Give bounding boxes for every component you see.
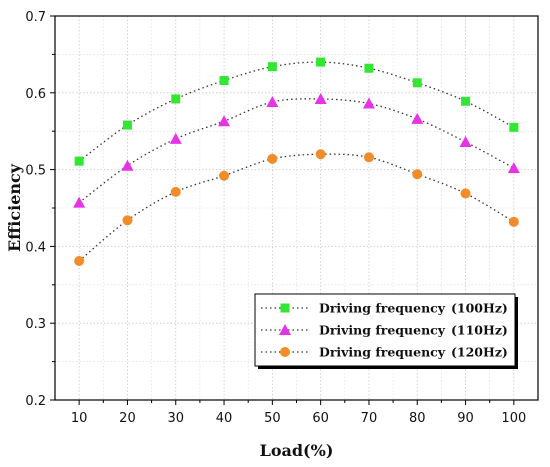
legend-label: Driving frequency: [319, 301, 446, 316]
series-110hz-point: [121, 159, 134, 171]
series-110hz-point: [459, 135, 472, 147]
x-tick-label: 70: [361, 411, 378, 426]
x-tick-label: 50: [264, 411, 281, 426]
series-100hz-point: [122, 120, 132, 130]
series-120hz-point: [412, 169, 423, 180]
series-lines: [78, 61, 515, 262]
y-axis-title: Efficiency: [5, 163, 24, 252]
series-110hz-point: [507, 162, 520, 174]
y-tick-label: 0.3: [25, 317, 46, 332]
y-tick-label: 0.5: [25, 164, 46, 179]
series-110hz-point: [266, 96, 279, 108]
legend-frequency: (120Hz): [451, 345, 508, 360]
series-120hz-point: [219, 170, 230, 181]
legend-frequency: (100Hz): [451, 301, 508, 316]
series-110hz-point: [169, 132, 182, 144]
series-120hz-point: [74, 255, 85, 266]
series-110hz-point: [73, 196, 86, 208]
series-100hz-point: [267, 62, 277, 72]
x-tick-label: 10: [71, 411, 88, 426]
series-100hz-point: [509, 122, 519, 132]
x-tick-label: 60: [312, 411, 329, 426]
axis-ticks: [50, 15, 515, 405]
x-tick-label: 100: [501, 411, 526, 426]
legend-label: Driving frequency: [319, 345, 446, 360]
x-tick-label: 90: [457, 411, 474, 426]
series-100hz-point: [364, 63, 374, 73]
series-110hz-point: [218, 115, 231, 127]
series-120hz-point: [460, 188, 471, 199]
x-tick-label: 20: [119, 411, 136, 426]
x-tick-label: 40: [216, 411, 233, 426]
x-tick-label: 30: [167, 411, 184, 426]
series-110hz-point: [314, 92, 327, 104]
series-120hz-point: [170, 186, 181, 197]
series-120hz-point: [122, 215, 133, 226]
legend-label: Driving frequency: [319, 323, 446, 338]
legend-marker: [280, 303, 290, 313]
series-100hz-point: [412, 78, 422, 88]
legend-marker: [280, 347, 290, 357]
y-tick-label: 0.6: [25, 87, 46, 102]
legend-frequency: (110Hz): [451, 323, 508, 338]
series-100hz-point: [74, 156, 84, 166]
y-tick-labels: 0.2 0.3 0.4 0.5 0.6 0.7: [25, 10, 46, 409]
x-tick-label: 80: [409, 411, 426, 426]
series-100hz-point: [171, 94, 181, 104]
series-100hz-point: [461, 96, 471, 106]
series-120hz-point: [363, 152, 374, 163]
series-100hz-point: [219, 76, 229, 86]
series-120hz-point: [315, 149, 326, 160]
legend: Driving frequency (100Hz) Driving frequenc…: [254, 293, 518, 369]
series-100hz-point: [316, 57, 326, 67]
series-120hz-point: [267, 153, 278, 164]
series-110hz-line: [78, 98, 515, 204]
x-tick-labels: 10 20 30 40 50 60 70 80 90 100: [71, 411, 526, 426]
series-120hz-point: [508, 216, 519, 227]
y-tick-label: 0.7: [25, 10, 46, 25]
legend-marker: [279, 324, 291, 335]
series-markers: [73, 57, 520, 266]
y-tick-label: 0.4: [25, 240, 46, 255]
series-110hz-point: [411, 112, 424, 124]
y-tick-label: 0.2: [25, 394, 46, 409]
series-110hz-point: [362, 97, 375, 109]
x-axis-title: Load(%): [260, 441, 334, 460]
